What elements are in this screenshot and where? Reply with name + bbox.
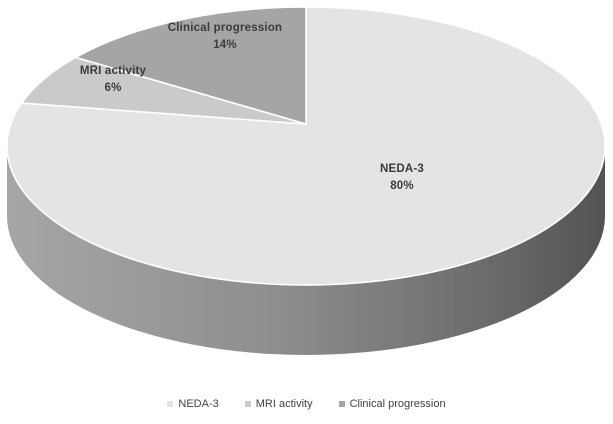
legend-label: Clinical progression (349, 398, 446, 410)
pie-slice-neda-3 (6, 6, 606, 286)
chart-legend: NEDA-3 MRI activity Clinical progression (0, 398, 613, 410)
legend-item-neda-3: NEDA-3 (167, 398, 219, 410)
legend-label: NEDA-3 (178, 398, 219, 410)
legend-marker-icon (167, 401, 174, 407)
slice-label-mri-activity: MRI activity 6% (80, 65, 147, 94)
legend-item-clinical-progression: Clinical progression (338, 398, 446, 410)
legend-marker-icon (338, 401, 345, 407)
slice-label-clinical-progression: Clinical progression 14% (168, 22, 283, 51)
legend-label: MRI activity (255, 398, 313, 410)
legend-marker-icon (244, 401, 251, 407)
slice-label-neda-3: NEDA-3 80% (380, 163, 424, 192)
legend-item-mri-activity: MRI activity (244, 398, 313, 410)
pie-slice-clinical-progression (74, 6, 307, 125)
pie-side-wall (7, 146, 605, 355)
